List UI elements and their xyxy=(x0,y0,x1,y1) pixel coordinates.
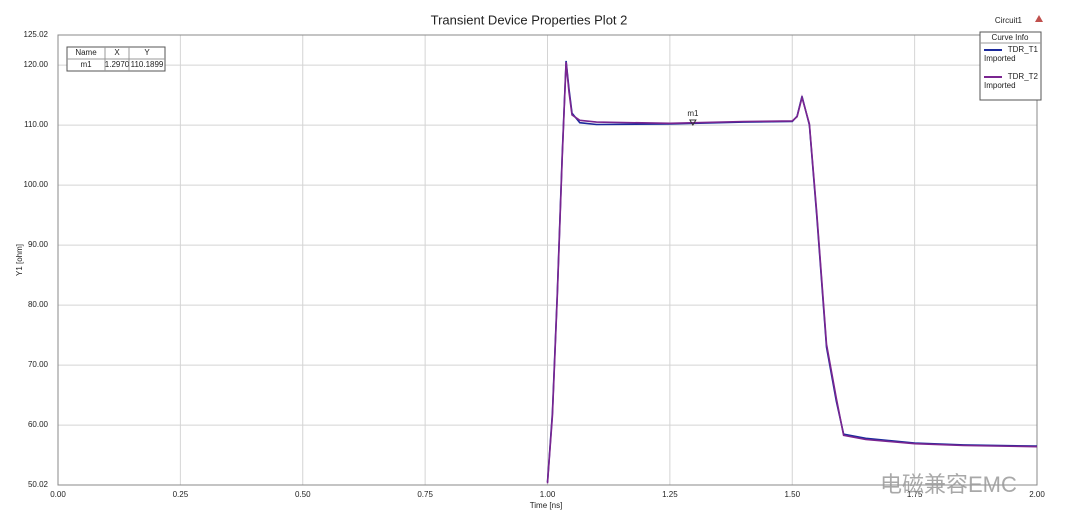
y-tick-label: 100.00 xyxy=(24,180,49,189)
series-line xyxy=(546,62,1038,484)
x-tick-label: 0.75 xyxy=(417,490,433,499)
legend-title: Curve Info xyxy=(992,33,1029,42)
table-cell: m1 xyxy=(80,60,92,69)
x-tick-label: 2.00 xyxy=(1029,490,1045,499)
plot-frame xyxy=(57,34,1038,486)
y-tick-label: 60.00 xyxy=(28,420,49,429)
x-tick-label: 1.75 xyxy=(907,490,923,499)
x-tick-label: 1.25 xyxy=(662,490,678,499)
table-header: X xyxy=(114,48,120,57)
y-tick-label: 70.00 xyxy=(28,360,49,369)
legend-label: TDR_T2 xyxy=(1008,72,1039,81)
table-header: Name xyxy=(75,48,97,57)
y-tick-label: 80.00 xyxy=(28,300,49,309)
chart-title: Transient Device Properties Plot 2 xyxy=(431,12,628,27)
x-tick-label: 1.00 xyxy=(540,490,556,499)
x-tick-label: 1.50 xyxy=(784,490,800,499)
legend-note: Imported xyxy=(984,81,1016,90)
x-axis-label: Time [ns] xyxy=(530,501,563,510)
table-header: Y xyxy=(144,48,150,57)
y-axis-label: Y1 [ohm] xyxy=(15,244,24,276)
design-name: Circuit1 xyxy=(995,16,1023,25)
y-tick-label: 110.00 xyxy=(24,120,48,129)
table-cell: 1.2970 xyxy=(105,60,130,69)
x-tick-label: 0.00 xyxy=(50,490,66,499)
y-tick-label: 90.00 xyxy=(28,240,49,249)
watermark: 电磁兼容EMC xyxy=(880,472,1017,497)
y-tick-label: 125.02 xyxy=(24,30,49,39)
design-icon xyxy=(1035,15,1043,22)
legend-note: Imported xyxy=(984,54,1016,63)
marker-point xyxy=(688,119,697,126)
y-tick-label: 120.00 xyxy=(24,60,49,69)
x-tick-label: 0.50 xyxy=(295,490,311,499)
marker-label: m1 xyxy=(687,109,699,118)
table-cell: 110.1899 xyxy=(131,60,164,69)
legend-label: TDR_T1 xyxy=(1008,45,1039,54)
y-tick-label: 50.02 xyxy=(28,480,49,489)
x-tick-label: 0.25 xyxy=(173,490,189,499)
